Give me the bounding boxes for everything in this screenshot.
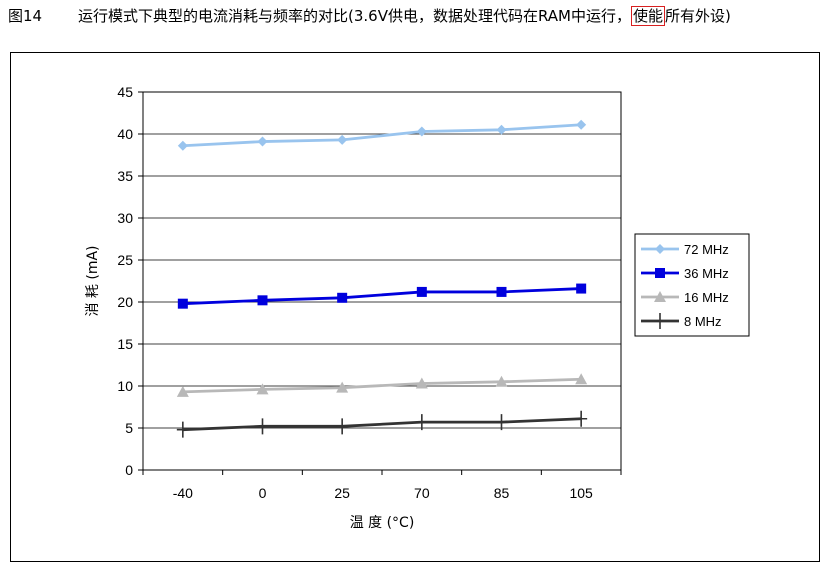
x-tick-label: 0 (259, 485, 267, 501)
y-tick-label: 25 (117, 252, 133, 268)
data-point (337, 134, 348, 145)
legend-label: 8 MHz (684, 314, 722, 329)
data-point (576, 119, 587, 130)
data-point (496, 124, 507, 135)
series-line (182, 287, 582, 306)
data-point (176, 385, 189, 397)
data-point (495, 414, 508, 431)
title-text-start: 运行模式下典型的电流消耗与频率的对比(3.6V供电，数据处理代码在RAM中运行， (78, 7, 631, 25)
data-point (257, 136, 268, 147)
data-point (416, 286, 427, 297)
y-tick-label: 45 (117, 84, 133, 100)
data-point (336, 381, 349, 393)
y-tick-label: 10 (117, 378, 133, 394)
plot-area (142, 91, 622, 471)
data-point (177, 298, 188, 309)
y-tick-label: 15 (117, 336, 133, 352)
legend-label: 72 MHz (684, 242, 729, 257)
y-tick-label: 30 (117, 210, 133, 226)
series-line (182, 377, 582, 394)
x-tick-label: 85 (494, 485, 510, 501)
x-axis-label: 温 度 (°C) (350, 515, 415, 531)
legend-marker (655, 244, 665, 254)
y-tick-label: 0 (125, 462, 133, 478)
x-tick-label: -40 (173, 485, 193, 501)
data-point (576, 283, 587, 294)
x-tick-label: 25 (334, 485, 350, 501)
x-tick-label: 105 (569, 485, 593, 501)
chart-frame: 0 5 10 15 20 25 30 35 40 45 -40 0 25 70 85 105 温 度 (°C) 消… (10, 52, 820, 562)
data-point (256, 418, 269, 435)
y-axis-label: 消 耗 (mA) (85, 245, 101, 316)
y-tick-label: 40 (117, 126, 133, 142)
y-tick-label: 20 (117, 294, 133, 310)
data-point (415, 377, 428, 389)
series-line (182, 417, 582, 432)
data-point (336, 418, 349, 435)
data-point (415, 414, 428, 431)
legend-marker (654, 313, 666, 329)
data-point (496, 286, 507, 297)
figure-title: 运行模式下典型的电流消耗与频率的对比(3.6V供电，数据处理代码在RAM中运行，… (78, 6, 823, 26)
data-point (176, 421, 189, 438)
legend-box (634, 233, 750, 337)
data-point (575, 373, 588, 385)
series-line (182, 123, 582, 148)
line-chart: 0 5 10 15 20 25 30 35 40 45 -40 0 25 70 85 105 温 度 (°C) 消… (85, 84, 750, 531)
data-point (177, 140, 188, 151)
legend-label: 36 MHz (684, 266, 729, 281)
data-point (416, 126, 427, 137)
y-tick-label: 35 (117, 168, 133, 184)
title-text-end: 所有外设) (665, 7, 731, 25)
legend-marker (655, 268, 665, 278)
highlighted-word: 使能 (631, 6, 666, 26)
legend-marker (654, 291, 666, 302)
data-point (256, 383, 269, 395)
figure-number: 图14 (8, 7, 43, 25)
legend-label: 16 MHz (684, 290, 729, 305)
x-tick-label: 70 (414, 485, 430, 501)
data-point (257, 295, 268, 306)
data-point (337, 292, 348, 303)
y-tick-label: 5 (125, 420, 133, 436)
data-point (495, 375, 508, 387)
data-point (575, 410, 588, 427)
